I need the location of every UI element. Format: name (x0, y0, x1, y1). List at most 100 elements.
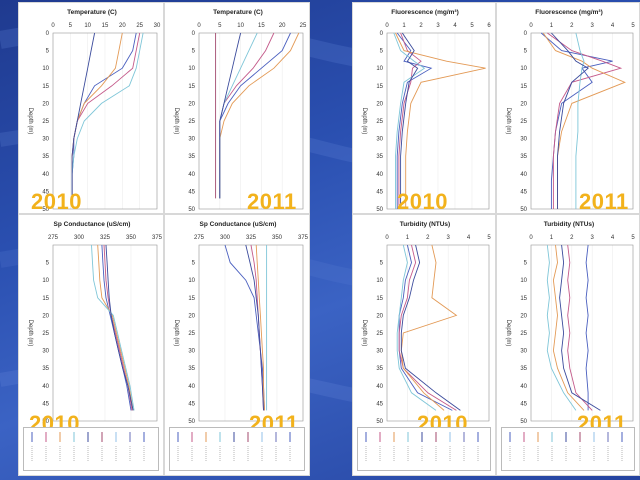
series-line (559, 244, 601, 411)
y-tick-label: 30 (188, 137, 195, 143)
series-line (398, 244, 457, 411)
chart-svg-turb-2010: Turbidity (NTUs)0 1 2 3 4 5510152025303540455… (361, 221, 491, 425)
right-chart-group: Fluorescence (mg/m³) 0 1 2 3 4 5 6 0 5 10 15 20 25 30 3… (352, 2, 640, 476)
series-line (551, 32, 589, 209)
y-tick-label: 20 (42, 313, 49, 319)
series-line (101, 244, 132, 411)
plot-area (198, 32, 304, 210)
chart-svg-turb-2011: Turbidity (NTUs)0 1 2 3 4 5510152025303540455… (505, 221, 635, 425)
x-tick-label: 300 (220, 235, 231, 241)
y-tick-label: 50 (376, 419, 383, 425)
x-tick-label: 10 (84, 23, 91, 29)
y-tick-label: 5 (524, 261, 528, 267)
x-tick-label: 15 (258, 23, 265, 29)
y-tick-label: 45 (376, 401, 383, 407)
y-tick-label: 20 (188, 313, 195, 319)
y-tick-label: 20 (188, 101, 195, 107)
x-tick-label: 5 (470, 23, 474, 29)
x-tick-label: 30 (154, 23, 161, 29)
y-tick-label: 15 (520, 296, 527, 302)
series-line (71, 32, 144, 199)
y-tick-label: 35 (376, 154, 383, 160)
y-tick-label: 45 (520, 401, 527, 407)
y-tick-label: 45 (188, 401, 195, 407)
x-tick-label: 350 (126, 235, 137, 241)
x-tick-label: 5 (69, 23, 73, 29)
y-tick-label: 10 (520, 278, 527, 284)
x-tick-label: 275 (48, 235, 59, 241)
y-tick-label: 20 (520, 101, 527, 107)
y-tick-label: 15 (376, 84, 383, 90)
y-tick-label: 5 (46, 261, 50, 267)
y-tick-label: 45 (42, 401, 49, 407)
y-tick-label: 45 (188, 189, 195, 195)
y-tick-label: 5 (380, 49, 384, 55)
legend-cond-2011 (169, 427, 305, 471)
y-tick-label: 35 (520, 154, 527, 160)
x-tick-label: 0 (385, 235, 389, 241)
series-line (71, 32, 137, 199)
x-tick-label: 1 (402, 23, 406, 29)
y-tick-label: 40 (520, 384, 527, 390)
y-tick-label: 30 (42, 349, 49, 355)
series-line (71, 32, 96, 199)
y-tick-label: 20 (376, 313, 383, 319)
y-tick-label: 30 (376, 137, 383, 143)
chart-svg-cond-2010: Sp Conductance (uS/cm) 275 300 325 350 375 5 10… (27, 221, 163, 425)
series-line (71, 32, 123, 199)
y-tick-label: 10 (188, 278, 195, 284)
plot-area (52, 244, 158, 422)
series-line (105, 244, 134, 411)
y-tick-label: 20 (376, 101, 383, 107)
legend-turb-2010 (357, 427, 491, 471)
y-axis-label: Depth (m) (173, 320, 179, 347)
y-tick-label: 25 (188, 119, 195, 125)
x-tick-label: 0 (51, 23, 55, 29)
x-tick-label: 375 (298, 235, 309, 241)
x-tick-label: 4 (467, 235, 471, 241)
y-tick-label: 50 (42, 207, 49, 213)
y-tick-label: 5 (380, 261, 384, 267)
x-tick-label: 2 (419, 23, 423, 29)
series-line (400, 244, 461, 411)
y-tick-label: 35 (42, 154, 49, 160)
y-tick-label: 40 (376, 384, 383, 390)
chart-panel-cond-2010: Sp Conductance (uS/cm) 275 300 325 350 375 5 10… (18, 214, 164, 476)
series-line (219, 32, 242, 199)
chart-title: Sp Conductance (uS/cm) (200, 221, 277, 228)
series-line (575, 32, 585, 209)
y-tick-label: 25 (42, 119, 49, 125)
series-line (395, 32, 486, 209)
year-label-temp-2011: 2011 (247, 189, 297, 214)
y-tick-label: 30 (188, 349, 195, 355)
y-tick-label: 35 (42, 366, 49, 372)
chart-svg-temp-2010: Temperature (C) 0 5 10 15 20 25 30 0 5 10 15 20 25 30 3… (27, 9, 161, 213)
y-tick-label: 45 (520, 189, 527, 195)
y-tick-label: 5 (524, 49, 528, 55)
plot-area (52, 32, 158, 210)
y-tick-label: 30 (42, 137, 49, 143)
y-tick-label: 50 (376, 207, 383, 213)
y-tick-label: 0 (524, 31, 528, 37)
y-tick-label: 5 (192, 261, 196, 267)
chart-title: Fluorescence (mg/m³) (391, 9, 459, 16)
chart-panel-temp-2010: Temperature (C) 0 5 10 15 20 25 30 0 5 10 15 20 25 30 3… (18, 2, 164, 214)
x-tick-label: 3 (447, 235, 451, 241)
series-line (245, 244, 264, 411)
y-tick-label: 0 (46, 31, 50, 37)
x-tick-label: 325 (246, 235, 257, 241)
series-line (224, 244, 265, 411)
y-tick-label: 15 (376, 296, 383, 302)
y-tick-label: 40 (520, 172, 527, 178)
series-line (546, 244, 577, 411)
series-line (219, 32, 275, 199)
y-axis-label: Depth (m) (505, 108, 511, 135)
plot-area (530, 32, 634, 210)
x-tick-label: 1 (406, 235, 410, 241)
series-line (398, 244, 453, 411)
y-tick-label: 50 (188, 419, 195, 425)
y-tick-label: 50 (520, 419, 527, 425)
series-line (103, 244, 133, 411)
series-line (219, 32, 258, 199)
series-line (97, 244, 134, 411)
